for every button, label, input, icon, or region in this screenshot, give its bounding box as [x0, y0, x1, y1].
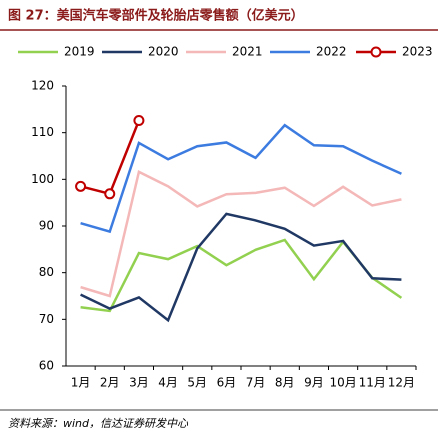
- legend-label: 2023: [402, 45, 433, 59]
- series-line: [80, 170, 402, 298]
- x-tick-label: 6月: [217, 376, 237, 390]
- x-tick-label: 10月: [329, 376, 356, 390]
- legend-label: 2022: [316, 45, 347, 59]
- x-tick-label: 11月: [359, 376, 386, 390]
- x-tick-label: 4月: [158, 376, 178, 390]
- legend-label: 2020: [148, 45, 179, 59]
- y-tick-label: 100: [31, 172, 54, 186]
- point-marker: [133, 115, 145, 127]
- legend-marker: [370, 46, 382, 58]
- x-tick-label: 12月: [388, 376, 415, 390]
- x-tick-label: 3月: [129, 376, 149, 390]
- y-tick-label: 70: [39, 312, 54, 326]
- x-tick-label: 2月: [100, 376, 120, 390]
- y-tick-label: 90: [39, 219, 54, 233]
- series-line: [80, 120, 141, 196]
- y-tick-label: 60: [39, 359, 54, 373]
- legend-label: 2021: [232, 45, 263, 59]
- x-tick-label: 9月: [304, 376, 324, 390]
- y-tick-label: 120: [31, 79, 54, 93]
- x-tick-label: 7月: [246, 376, 266, 390]
- chart-title: 图 27：美国汽车零部件及轮胎店零售额（亿美元）: [8, 8, 304, 24]
- series-line: [80, 123, 402, 234]
- point-marker: [75, 180, 87, 192]
- legend-label: 2019: [64, 45, 95, 59]
- x-tick-label: 1月: [71, 376, 91, 390]
- source: 资料来源：wind，信达证券研发中心: [8, 417, 189, 430]
- point-marker: [104, 188, 116, 200]
- series-line: [80, 212, 402, 323]
- x-tick-label: 8月: [275, 376, 295, 390]
- x-tick-label: 5月: [187, 376, 207, 390]
- y-tick-label: 80: [39, 265, 54, 279]
- y-tick-label: 110: [31, 125, 54, 139]
